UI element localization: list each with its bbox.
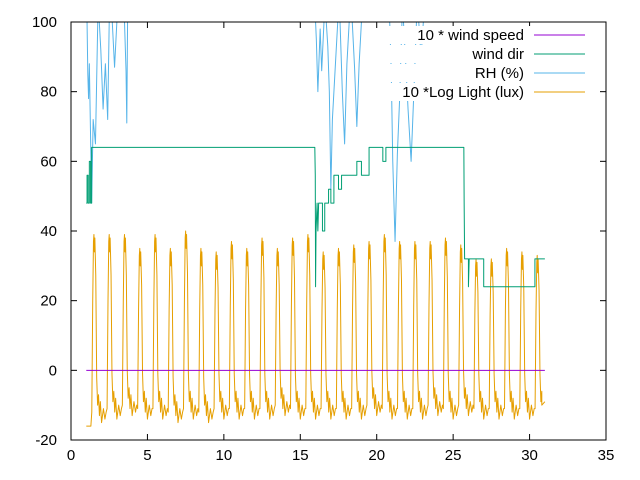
x-tick-label: 25	[445, 447, 462, 464]
y-tick-label: 0	[49, 362, 57, 379]
legend-label: RH (%)	[475, 65, 524, 82]
legend-background	[380, 64, 590, 82]
x-tick-label: 35	[598, 447, 615, 464]
legend-label: 10 * wind speed	[417, 27, 524, 44]
axes-layer: 0 5 10 15 20 25 30 35 -20 0 20 40 60 80 100	[32, 14, 614, 464]
series-layer	[86, 21, 546, 427]
y-tick-label: 40	[40, 223, 57, 240]
x-tick-label: 0	[67, 447, 75, 464]
series-line	[86, 230, 546, 427]
y-tick-label: 60	[40, 153, 57, 170]
series-line	[86, 146, 545, 288]
legend-background	[380, 26, 590, 44]
y-tick-label: 100	[32, 14, 57, 31]
y-tick-label: 80	[40, 84, 57, 101]
x-tick-label: 30	[521, 447, 538, 464]
x-tick-label: 5	[143, 447, 151, 464]
legend-background	[380, 83, 590, 101]
y-tick-label: -20	[35, 432, 57, 449]
legend: 10 * wind speed wind dir RH (%) 10 *Log Lig…	[380, 26, 590, 101]
x-tick-label: 20	[368, 447, 385, 464]
legend-label: 10 *Log Light (lux)	[402, 84, 524, 101]
x-tick-label: 15	[292, 447, 309, 464]
y-tick-label: 20	[40, 293, 57, 310]
legend-label: wind dir	[471, 46, 524, 63]
x-tick-label: 10	[216, 447, 233, 464]
legend-background	[380, 45, 590, 63]
